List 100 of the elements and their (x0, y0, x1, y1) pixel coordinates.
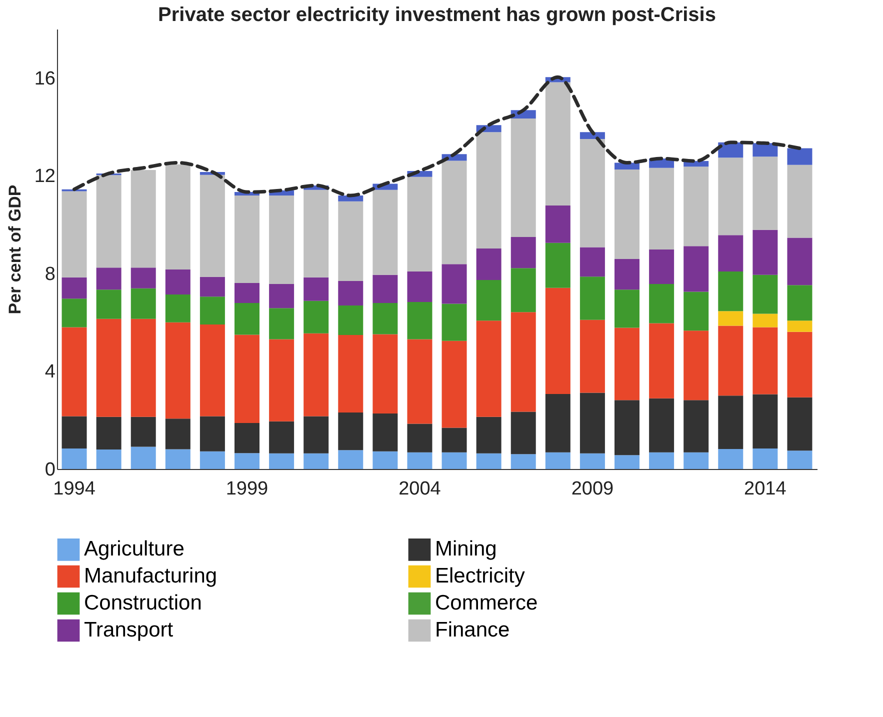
bar (684, 246, 709, 292)
bar (442, 452, 467, 469)
bar (787, 320, 812, 332)
bar (200, 416, 225, 452)
bar (372, 303, 398, 334)
bar (62, 277, 87, 299)
bar (614, 455, 640, 469)
bar (614, 328, 640, 400)
bar (580, 247, 605, 277)
bar (62, 448, 87, 469)
bar (476, 248, 502, 280)
bar (62, 191, 87, 278)
bar (510, 312, 536, 412)
bar (545, 205, 570, 243)
x-tick-label: 2009 (571, 478, 614, 500)
bar (269, 284, 294, 308)
bar (304, 277, 329, 301)
bar (96, 449, 122, 469)
bar (234, 453, 260, 469)
y-tick-label: 8 (44, 264, 56, 285)
bar (684, 400, 709, 452)
bar (476, 416, 502, 454)
bar (372, 190, 398, 275)
bar (442, 304, 467, 341)
bar (510, 237, 536, 268)
bar (165, 449, 190, 469)
x-tick-label: 2004 (398, 478, 442, 500)
bar (407, 452, 432, 469)
chart-title: Private sector electricity investment has grown post-Crisis (158, 4, 716, 26)
bar (476, 132, 502, 249)
bar (649, 284, 674, 324)
bar (304, 453, 329, 469)
bar (234, 303, 260, 335)
y-axis-title: Per cent of GDP (5, 184, 24, 314)
line-series (72, 75, 802, 198)
bar (442, 340, 467, 428)
bar (338, 201, 364, 282)
bar (165, 164, 190, 270)
legend-label: Agriculture (84, 538, 184, 561)
bar (372, 274, 398, 304)
bar (338, 335, 364, 413)
bar (96, 290, 122, 319)
bar (545, 452, 570, 469)
bar (442, 264, 467, 304)
bar (234, 282, 260, 304)
bar (476, 320, 502, 417)
bar (580, 276, 605, 320)
bar (200, 296, 225, 325)
bar (407, 339, 432, 424)
bar (614, 290, 640, 328)
bar (304, 333, 329, 416)
bar (476, 280, 502, 321)
bar (510, 454, 536, 469)
bar (372, 334, 398, 414)
bar (165, 270, 190, 294)
bar (649, 323, 674, 398)
bar (130, 446, 156, 469)
bar (130, 416, 156, 447)
bar (130, 318, 156, 417)
bar (545, 242, 570, 288)
bar (234, 423, 260, 454)
bar (338, 305, 364, 336)
bar (200, 174, 225, 277)
bar (96, 268, 122, 290)
bar (304, 190, 329, 278)
bar (372, 451, 398, 469)
bar (338, 450, 364, 469)
bar (684, 166, 709, 246)
bar (752, 156, 778, 230)
bar (787, 164, 812, 238)
bar (580, 139, 605, 248)
bar (200, 451, 225, 469)
bar (407, 424, 432, 452)
bar (718, 448, 744, 469)
bar (718, 326, 744, 396)
bar (200, 276, 225, 297)
bar (649, 398, 674, 452)
y-tick-label: 4 (44, 362, 56, 383)
bar (580, 320, 605, 393)
bar (165, 418, 190, 450)
bar (718, 271, 744, 312)
bar (752, 314, 778, 328)
y-tick-label: 12 (34, 166, 56, 188)
bar (718, 396, 744, 449)
x-tick-label: 1994 (53, 478, 96, 500)
bar (787, 238, 812, 286)
bar (787, 450, 812, 469)
bar (165, 294, 190, 322)
bar (130, 268, 156, 288)
bar (234, 334, 260, 424)
legend-label: Commerce (435, 592, 538, 614)
legend-label: Manufacturing (84, 564, 218, 588)
legend-label: Mining (435, 538, 497, 561)
legend-label: Finance (435, 618, 510, 642)
bar (510, 268, 536, 312)
bar (200, 324, 225, 416)
bar (614, 170, 640, 260)
bar (130, 288, 156, 319)
bar (338, 281, 364, 306)
bar (269, 421, 294, 454)
